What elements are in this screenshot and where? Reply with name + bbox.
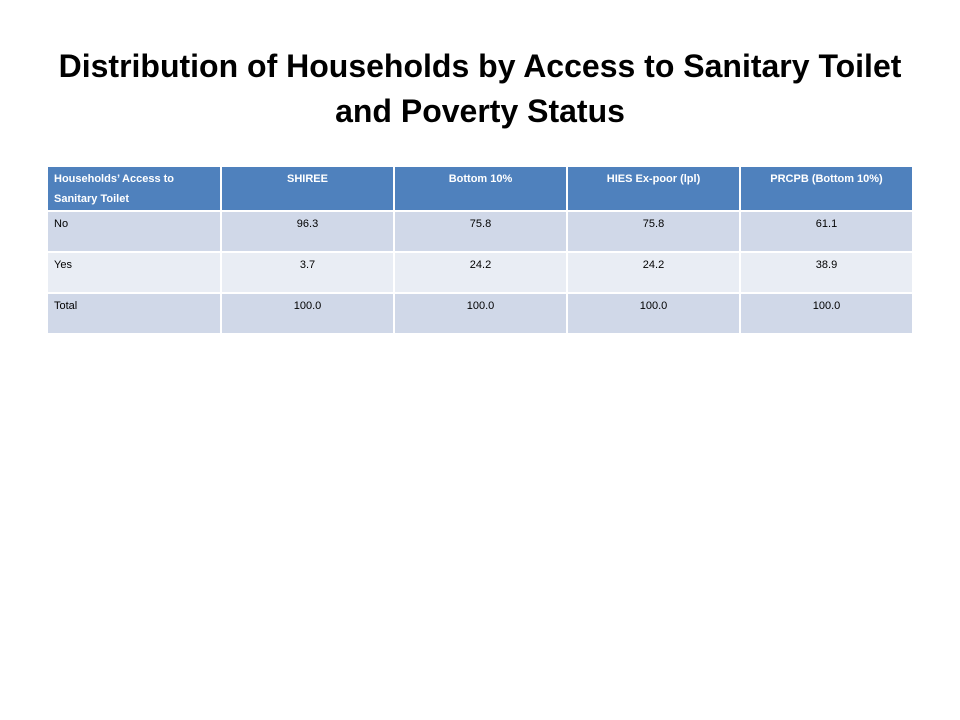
table-cell: 24.2	[394, 251, 568, 293]
table-cell: 100.0	[740, 292, 912, 333]
table-cell: 61.1	[740, 210, 912, 252]
table-cell: 24.2	[567, 251, 741, 293]
table-cell: 75.8	[394, 210, 568, 252]
table-cell: 100.0	[394, 292, 568, 333]
table-cell: 100.0	[221, 292, 395, 333]
row-label: Total	[48, 292, 222, 333]
table-cell: 96.3	[221, 210, 395, 252]
slide-title-line-2: and Poverty Status	[335, 93, 625, 129]
header-hies-ex-poor: HIES Ex-poor (lpl)	[567, 167, 741, 211]
table-cell: 75.8	[567, 210, 741, 252]
row-label: Yes	[48, 251, 222, 293]
table-row: No 96.3 75.8 75.8 61.1	[48, 210, 912, 252]
table-row: Total 100.0 100.0 100.0 100.0	[48, 292, 912, 333]
table-row: Yes 3.7 24.2 24.2 38.9	[48, 251, 912, 293]
data-table: Households’ Access to Sanitary Toilet SH…	[48, 167, 912, 333]
header-access: Households’ Access to Sanitary Toilet	[48, 167, 222, 211]
slide-title-line-1: Distribution of Households by Access to …	[58, 48, 902, 84]
table-cell: 100.0	[567, 292, 741, 333]
table-cell: 3.7	[221, 251, 395, 293]
header-prcpb-bottom-10: PRCPB (Bottom 10%)	[740, 167, 912, 211]
header-bottom-10: Bottom 10%	[394, 167, 568, 211]
row-label: No	[48, 210, 222, 252]
table-cell: 38.9	[740, 251, 912, 293]
slide-title: Distribution of Households by Access to …	[40, 44, 920, 134]
header-shiree: SHIREE	[221, 167, 395, 211]
table-header-row: Households’ Access to Sanitary Toilet SH…	[48, 167, 912, 211]
